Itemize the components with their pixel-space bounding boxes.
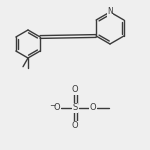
- Text: O: O: [72, 85, 78, 94]
- Text: O: O: [54, 103, 60, 112]
- Text: −: −: [49, 102, 55, 111]
- Text: O: O: [90, 103, 96, 112]
- Text: O: O: [72, 122, 78, 130]
- Text: S: S: [72, 103, 78, 112]
- Text: N: N: [107, 8, 113, 16]
